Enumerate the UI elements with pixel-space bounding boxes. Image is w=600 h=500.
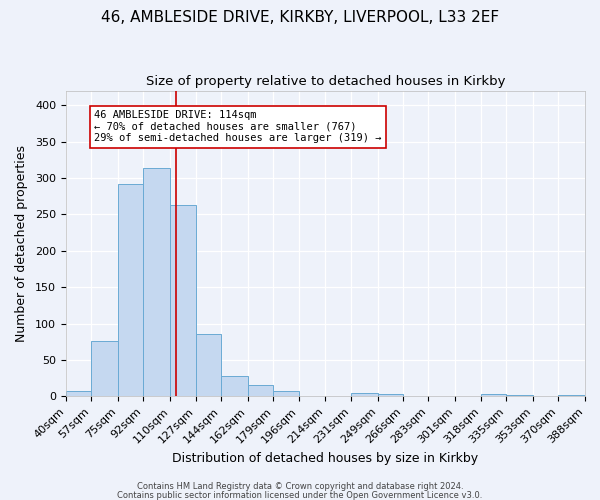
Text: 46 AMBLESIDE DRIVE: 114sqm
← 70% of detached houses are smaller (767)
29% of sem: 46 AMBLESIDE DRIVE: 114sqm ← 70% of deta… — [94, 110, 382, 144]
Bar — [118, 184, 143, 396]
Title: Size of property relative to detached houses in Kirkby: Size of property relative to detached ho… — [146, 75, 505, 88]
Text: 46, AMBLESIDE DRIVE, KIRKBY, LIVERPOOL, L33 2EF: 46, AMBLESIDE DRIVE, KIRKBY, LIVERPOOL, … — [101, 10, 499, 25]
Text: Contains HM Land Registry data © Crown copyright and database right 2024.: Contains HM Land Registry data © Crown c… — [137, 482, 463, 491]
Y-axis label: Number of detached properties: Number of detached properties — [15, 145, 28, 342]
Bar — [506, 395, 533, 396]
Bar — [481, 394, 506, 396]
Bar — [377, 394, 403, 396]
Bar — [196, 334, 221, 396]
Bar — [248, 386, 273, 396]
Bar — [66, 390, 91, 396]
Bar — [91, 341, 118, 396]
Bar — [221, 376, 248, 396]
Bar — [143, 168, 170, 396]
Bar — [170, 205, 196, 396]
Bar — [351, 392, 377, 396]
X-axis label: Distribution of detached houses by size in Kirkby: Distribution of detached houses by size … — [172, 452, 478, 465]
Text: Contains public sector information licensed under the Open Government Licence v3: Contains public sector information licen… — [118, 490, 482, 500]
Bar — [558, 395, 585, 396]
Bar — [273, 390, 299, 396]
